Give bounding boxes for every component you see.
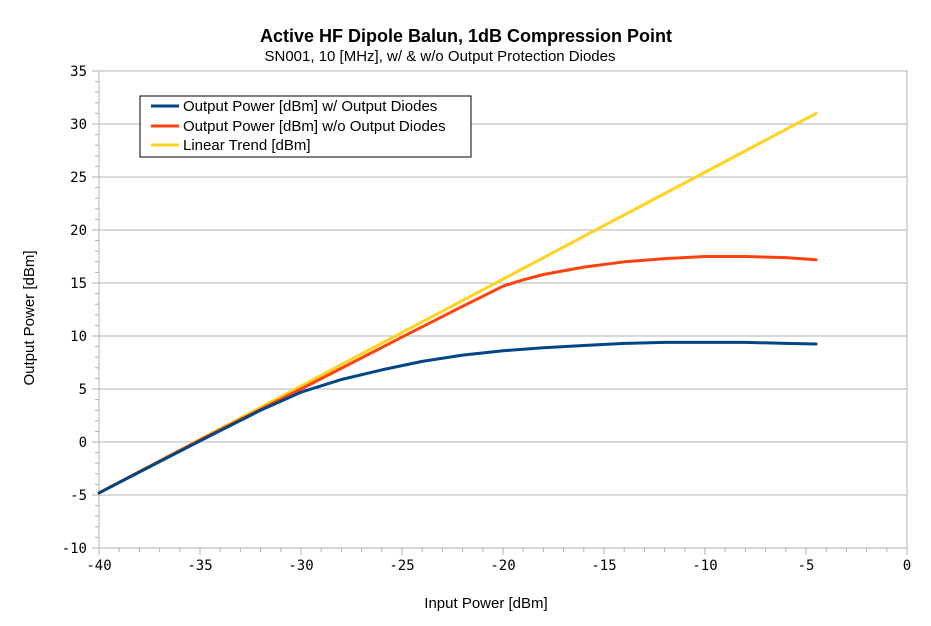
x-tick-label-0: -40 [86, 558, 111, 574]
y-tick-label-5: 15 [70, 276, 87, 292]
y-axis-label: Output Power [dBm] [21, 250, 38, 385]
x-tick-label-2: -30 [288, 558, 313, 574]
legend-box [139, 95, 472, 158]
x-axis-label: Input Power [dBm] [424, 595, 547, 612]
y-tick-label-2: 0 [79, 435, 87, 451]
x-tick-label-3: -25 [389, 558, 414, 574]
x-tick-label-7: -5 [798, 558, 815, 574]
y-tick-label-6: 20 [70, 223, 87, 239]
x-tick-label-6: -10 [692, 558, 717, 574]
series-lines [97, 111, 818, 495]
x-tick-label-5: -15 [591, 558, 616, 574]
series-line-1 [97, 340, 818, 495]
legend-entry-2: Output Power [dBm] w/o Output Diodes [183, 118, 446, 135]
y-tick-label-0: -10 [62, 541, 87, 557]
axes: -40 -35 -30 -25 -20 -15 -10 -5 0 -10 -5 0 5 10 15 20 25 3… [62, 64, 912, 574]
x-tick-label-4: -20 [490, 558, 515, 574]
legend: Output Power [dBm] w/ Output Diodes Outp… [139, 95, 472, 158]
y-tick-label-8: 30 [70, 117, 87, 133]
legend-entry-3: Linear Trend [dBm] [183, 137, 311, 154]
y-tick-label-1: -5 [70, 488, 87, 504]
chart-subtitle: SN001, 10 [MHz], w/ & w/o Output Protect… [265, 48, 616, 65]
y-tick-label-7: 25 [70, 170, 87, 186]
series-line-2 [97, 255, 818, 495]
legend-entry-1: Output Power [dBm] w/ Output Diodes [183, 98, 437, 115]
chart-title: Active HF Dipole Balun, 1dB Compression … [260, 26, 672, 46]
y-tick-label-3: 5 [79, 382, 87, 398]
y-tick-label-9: 35 [70, 64, 87, 80]
x-tick-label-1: -35 [187, 558, 212, 574]
y-tick-label-4: 10 [70, 329, 87, 345]
x-tick-label-8: 0 [903, 558, 911, 574]
